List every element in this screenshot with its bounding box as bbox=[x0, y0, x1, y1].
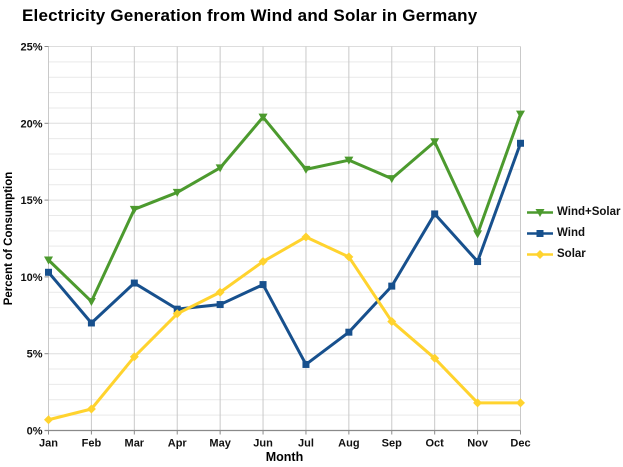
legend-marker-solar-icon bbox=[527, 250, 553, 259]
y-tick-label: 15% bbox=[20, 195, 42, 207]
data-point-wind-solar bbox=[430, 138, 440, 147]
data-point-solar bbox=[301, 232, 311, 242]
x-axis-title: Month bbox=[266, 450, 303, 464]
data-point-solar bbox=[516, 398, 525, 408]
data-point-wind-solar bbox=[516, 110, 525, 119]
data-point-wind bbox=[130, 279, 138, 287]
data-point-solar bbox=[258, 257, 268, 267]
y-tick-label: 25% bbox=[20, 42, 42, 54]
data-point-wind-solar bbox=[129, 205, 139, 214]
data-point-solar bbox=[344, 252, 354, 262]
series-solar-line bbox=[47, 235, 522, 422]
data-point-wind bbox=[474, 258, 482, 266]
data-point-solar bbox=[129, 352, 139, 362]
legend-marker-wind-solar-icon bbox=[527, 209, 553, 217]
data-point-wind bbox=[259, 281, 267, 289]
y-tick-label: 20% bbox=[20, 118, 42, 130]
series-wind-line bbox=[47, 141, 522, 366]
data-point-wind-solar bbox=[344, 156, 354, 165]
data-point-solar bbox=[430, 353, 440, 363]
legend-label-wind-solar: Wind+Solar bbox=[557, 206, 621, 218]
data-point-wind bbox=[87, 319, 95, 327]
data-point-wind-solar bbox=[215, 164, 225, 173]
data-point-solar bbox=[86, 404, 96, 414]
legend-marker-shape bbox=[536, 230, 544, 237]
data-point-wind bbox=[302, 360, 310, 368]
y-tick-label: 10% bbox=[20, 272, 42, 284]
data-point-solar bbox=[172, 309, 182, 319]
data-point-wind-solar bbox=[172, 188, 182, 197]
x-tick-label: Oct bbox=[426, 438, 445, 450]
data-point-wind bbox=[345, 328, 353, 336]
x-tick-label: Nov bbox=[467, 438, 489, 450]
x-tick-label: Aug bbox=[338, 438, 359, 450]
data-point-wind bbox=[388, 282, 396, 290]
legend-label-solar: Solar bbox=[557, 248, 586, 260]
data-point-wind bbox=[45, 268, 52, 276]
data-point-wind-solar bbox=[301, 165, 311, 174]
y-axis-title: Percent of Consumption bbox=[3, 172, 15, 306]
x-tick-label: Jan bbox=[39, 438, 58, 450]
data-point-wind bbox=[173, 305, 181, 313]
data-point-wind bbox=[216, 301, 224, 309]
x-tick-label: Jul bbox=[298, 438, 314, 450]
data-point-wind-solar bbox=[387, 175, 397, 184]
data-point-solar bbox=[44, 415, 53, 425]
x-tick-label: May bbox=[209, 438, 231, 450]
data-point-solar bbox=[387, 316, 397, 326]
legend: Wind+Solar Wind Solar bbox=[527, 206, 620, 261]
x-tick-label: Feb bbox=[82, 438, 102, 450]
y-tick-label: 5% bbox=[27, 349, 43, 361]
y-tick-label: 0% bbox=[27, 426, 43, 438]
data-point-wind-solar bbox=[44, 256, 53, 265]
legend-marker-wind-icon bbox=[527, 230, 553, 237]
data-point-solar bbox=[215, 287, 225, 297]
x-tick-label: Jun bbox=[253, 438, 273, 450]
x-tick-label: Apr bbox=[168, 438, 188, 450]
chart-title: Electricity Generation from Wind and Sol… bbox=[22, 6, 478, 25]
data-point-wind bbox=[517, 139, 524, 147]
x-tick-label: Sep bbox=[382, 438, 402, 450]
x-tick-label: Mar bbox=[125, 438, 145, 450]
legend-marker-shape bbox=[535, 209, 545, 217]
legend-item-solar: Solar bbox=[527, 248, 620, 261]
data-point-solar bbox=[473, 398, 483, 408]
legend-item-wind-solar: Wind+Solar bbox=[527, 206, 620, 219]
legend-label-wind: Wind bbox=[557, 227, 585, 239]
legend-marker-shape bbox=[535, 250, 545, 259]
legend-item-wind: Wind bbox=[527, 227, 620, 240]
data-point-wind bbox=[431, 210, 439, 218]
data-point-wind-solar bbox=[86, 297, 96, 306]
data-point-wind-solar bbox=[258, 113, 268, 122]
series-wind-solar-line bbox=[47, 112, 522, 303]
data-point-wind-solar bbox=[473, 230, 483, 239]
x-tick-label: Dec bbox=[510, 438, 530, 450]
